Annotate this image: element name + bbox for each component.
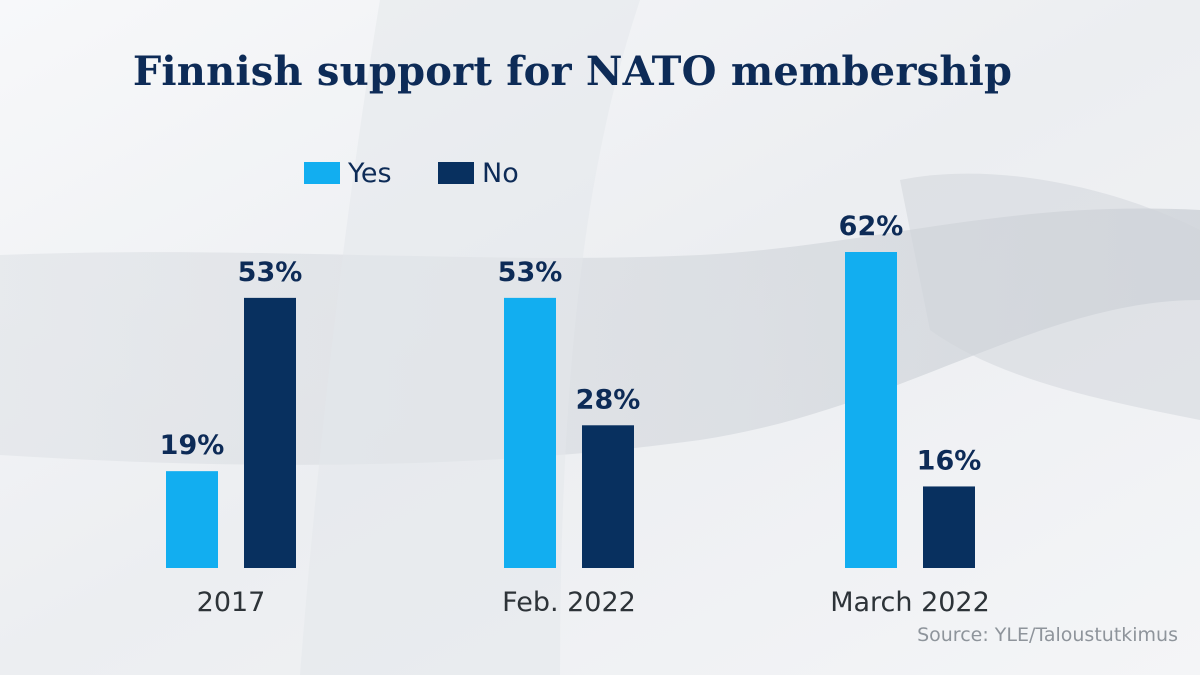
chart-title: Finnish support for NATO membership [132, 48, 1013, 95]
bar-yes-2 [845, 252, 897, 568]
legend-label-no: No [482, 158, 519, 189]
bar-yes-1 [504, 297, 556, 568]
bar-yes-0 [166, 471, 218, 568]
bar-no-2 [923, 486, 975, 568]
legend-swatch-yes [304, 162, 340, 184]
data-label-no-0: 53% [238, 257, 303, 288]
legend-swatch-no [438, 162, 474, 184]
source-note: Source: YLE/Taloustutkimus [917, 624, 1178, 646]
bar-no-1 [582, 425, 634, 568]
legend-label-yes: Yes [347, 158, 392, 189]
data-label-no-2: 16% [917, 445, 982, 476]
category-label-1: Feb. 2022 [502, 587, 636, 618]
category-label-0: 2017 [197, 587, 266, 618]
data-label-yes-0: 19% [160, 430, 225, 461]
bar-no-0 [244, 297, 296, 568]
category-label-2: March 2022 [830, 587, 990, 618]
data-label-no-1: 28% [576, 384, 641, 415]
data-label-yes-2: 62% [839, 211, 904, 242]
data-label-yes-1: 53% [498, 257, 563, 288]
